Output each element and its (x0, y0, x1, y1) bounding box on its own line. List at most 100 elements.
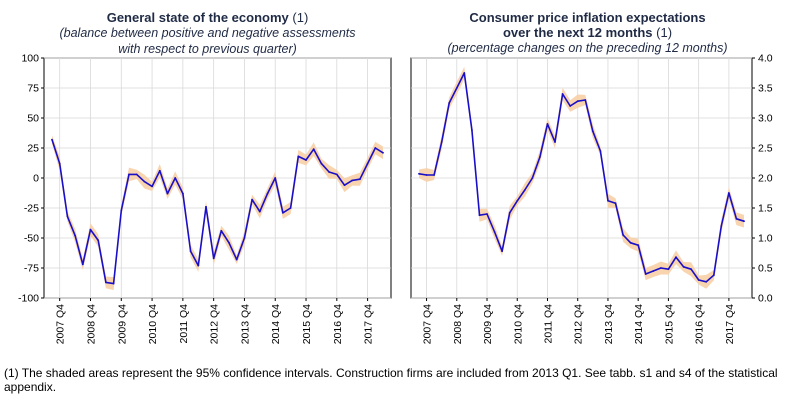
left-y-tick-label: 25 (27, 143, 39, 155)
left-data-point (359, 178, 361, 181)
left-data-point (89, 228, 92, 231)
left-data-point (97, 239, 100, 242)
left-data-point (282, 211, 284, 214)
left-y-tick-label: 0 (33, 173, 39, 185)
left-data-point (328, 171, 330, 173)
right-data-point (712, 274, 715, 277)
left-data-point (297, 155, 300, 158)
right-x-tick-label: 2010 Q4 (512, 304, 524, 344)
right-data-point (531, 177, 534, 179)
left-data-point (266, 192, 269, 195)
right-y-tick-label: 3.5 (758, 83, 773, 95)
left-data-point (382, 151, 384, 154)
left-y-tick-label: -25 (24, 203, 39, 215)
right-chart-title-line2: over the next 12 months (502, 25, 653, 40)
right-data-point (569, 105, 572, 107)
right-data-point (508, 211, 511, 214)
left-chart-subtitle-line2: with respect to previous quarter) (118, 42, 297, 56)
left-data-point (335, 173, 338, 176)
right-data-point (614, 202, 617, 205)
left-data-point (212, 257, 215, 260)
right-y-tick-label: 0.5 (758, 263, 773, 275)
right-data-point (471, 129, 473, 131)
right-data-point (697, 279, 700, 281)
right-chart-title-main: Consumer price inflation expectations (469, 10, 706, 25)
right-x-tick-label: 2009 Q4 (482, 304, 494, 344)
left-x-tick-label: 2009 Q4 (116, 304, 128, 344)
left-x-tick-label: 2015 Q4 (301, 304, 313, 344)
left-data-point (143, 180, 146, 183)
right-data-point (576, 100, 579, 103)
left-data-point (312, 148, 315, 151)
left-data-point (81, 263, 84, 266)
right-data-point (675, 256, 677, 259)
left-data-point (374, 147, 377, 149)
right-data-point (599, 150, 602, 152)
right-data-point (486, 213, 488, 215)
left-chart: 100 75 50 25 0 -25 -50 -75 -100 2007 Q4 2008 Q4 200… (18, 53, 392, 344)
left-chart-title-note: (1) (292, 10, 309, 25)
right-data-point (448, 102, 451, 104)
right-x-tick-label: 2017 Q4 (724, 304, 736, 344)
right-data-point (591, 130, 594, 133)
right-x-tick-label: 2012 Q4 (573, 304, 585, 344)
right-data-point (561, 93, 564, 95)
left-x-tick-label: 2008 Q4 (85, 304, 97, 344)
right-data-point (418, 172, 420, 175)
right-data-point (425, 174, 428, 176)
left-data-point (235, 258, 238, 261)
right-data-point (652, 270, 655, 272)
right-data-point (607, 199, 609, 202)
right-data-point (743, 220, 745, 223)
right-x-tick-label: 2014 Q4 (633, 304, 645, 344)
right-x-tick-label: 2016 Q4 (694, 304, 706, 344)
left-x-tick-label: 2011 Q4 (178, 304, 190, 344)
left-data-point (182, 192, 184, 195)
left-chart-subtitle-line1: (balance between positive and negative a… (59, 26, 356, 40)
right-data-point (637, 244, 640, 247)
right-data-point (690, 268, 692, 271)
left-data-point (205, 205, 207, 208)
right-data-point (463, 72, 466, 74)
right-data-point (516, 199, 519, 202)
right-data-point (682, 265, 685, 268)
left-y-tick-label: -75 (24, 263, 39, 275)
right-y-tick-label: 2.0 (758, 173, 773, 185)
right-data-point (539, 156, 541, 158)
right-data-point (728, 192, 730, 194)
right-chart-title: Consumer price inflation expectations ov… (400, 10, 775, 56)
left-data-point (305, 159, 307, 161)
right-data-point (493, 231, 496, 233)
left-data-point (243, 237, 246, 239)
right-data-point (629, 241, 632, 244)
left-data-point (320, 162, 323, 165)
left-series-line (51, 139, 384, 285)
right-data-point (440, 141, 443, 143)
right-data-point (584, 99, 587, 101)
right-data-point (705, 280, 708, 283)
right-data-point (720, 225, 723, 227)
left-data-point (74, 234, 76, 237)
left-data-point (120, 209, 123, 212)
left-data-point (158, 169, 161, 172)
right-x-tick-label: 2011 Q4 (542, 304, 554, 344)
right-chart-title-note: (1) (656, 25, 673, 40)
left-y-tick-label: 75 (27, 83, 39, 95)
left-x-tick-label: 2012 Q4 (209, 304, 221, 344)
left-data-point (220, 229, 223, 232)
left-data-point (135, 173, 138, 176)
right-data-point (622, 234, 624, 236)
right-y-tick-label: 0.0 (758, 293, 773, 305)
left-data-point (128, 173, 130, 176)
right-y-tick-label: 1.5 (758, 203, 773, 215)
right-data-point (667, 268, 670, 271)
right-y-tick-label: 1.0 (758, 233, 773, 245)
left-y-tick-label: 100 (21, 53, 39, 65)
left-data-point (366, 162, 369, 165)
left-data-point (274, 177, 277, 179)
right-x-tick-label: 2007 Q4 (422, 304, 434, 344)
left-x-tick-label: 2017 Q4 (363, 304, 375, 344)
left-data-point (112, 282, 115, 285)
right-data-point (735, 217, 738, 220)
right-data-point (546, 123, 549, 125)
